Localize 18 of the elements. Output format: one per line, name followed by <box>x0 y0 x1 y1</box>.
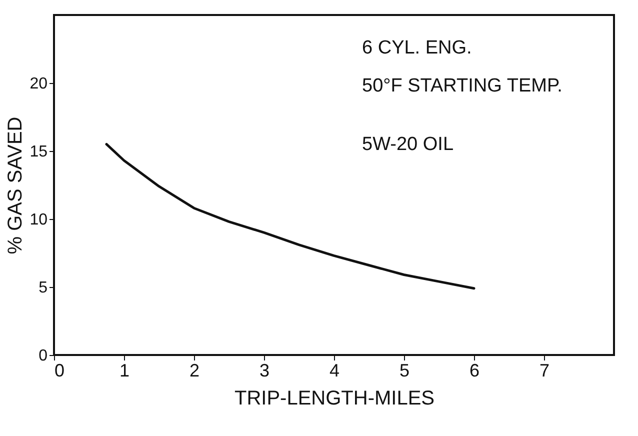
y-tick-label: 20 <box>30 76 48 92</box>
x-tick-label: 5 <box>399 360 410 380</box>
y-tick-label: 10 <box>30 212 48 228</box>
y-axis-title: % GAS SAVED <box>4 116 27 254</box>
x-tick-label: 4 <box>329 360 340 380</box>
annotation: 6 CYL. ENG. <box>362 38 472 59</box>
x-tick-label: 1 <box>119 360 130 380</box>
x-tick-label: 7 <box>539 360 550 380</box>
x-tick-label: 2 <box>189 360 200 380</box>
annotation: 5W-20 OIL <box>362 134 454 156</box>
y-tick-label: 15 <box>30 144 48 160</box>
y-tick-label: 0 <box>38 348 48 364</box>
annotation: 50°F STARTING TEMP. <box>362 76 562 97</box>
x-tick-label: 6 <box>469 360 480 380</box>
x-tick-label: 0 <box>54 360 65 380</box>
y-tick-label: 5 <box>38 280 48 296</box>
x-tick-label: 3 <box>259 360 270 380</box>
x-axis-title: TRIP-LENGTH-MILES <box>234 388 435 410</box>
